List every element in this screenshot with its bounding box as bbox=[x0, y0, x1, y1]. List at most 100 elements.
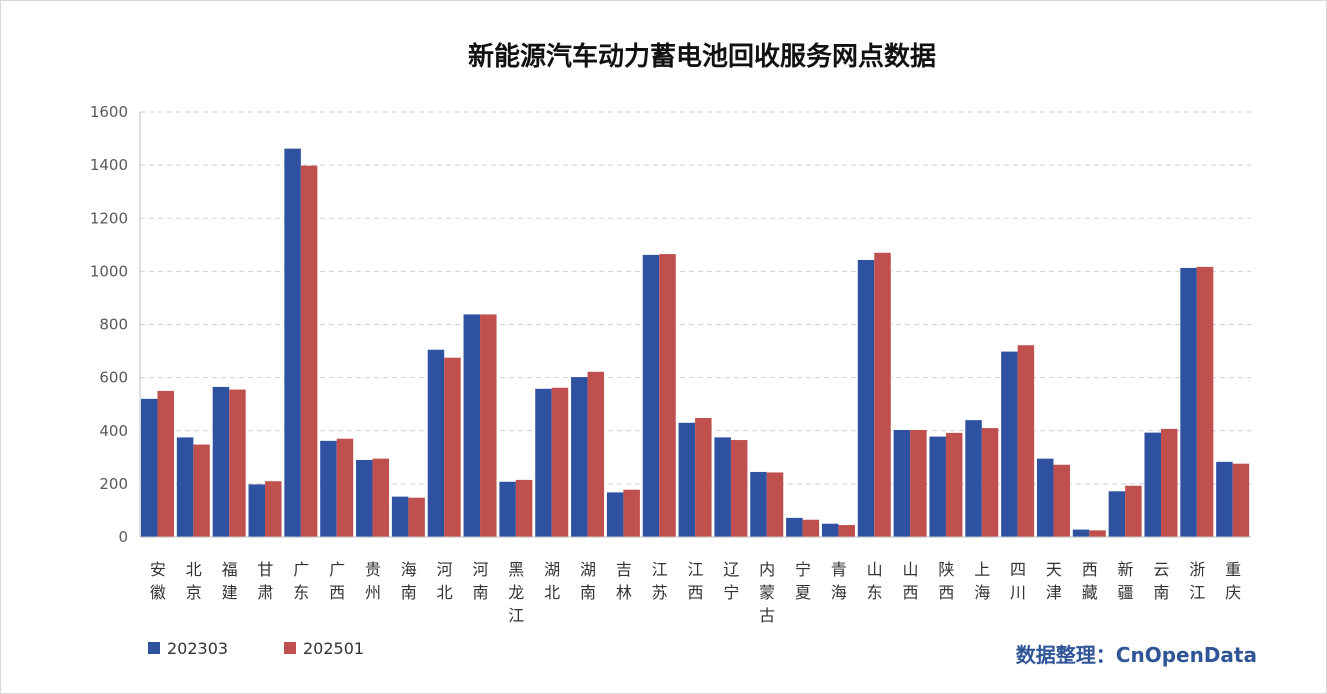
x-tick-label: 天津 bbox=[1046, 560, 1062, 602]
bar-202303-福建 bbox=[212, 386, 230, 537]
bar-202303-新疆 bbox=[1108, 491, 1126, 537]
data-credit: 数据整理：CnOpenData bbox=[1016, 643, 1257, 667]
bar-202303-吉林 bbox=[606, 492, 624, 537]
x-tick-label: 山西 bbox=[903, 560, 919, 602]
bar-202303-内蒙古 bbox=[750, 471, 767, 537]
bar-202303-河北 bbox=[427, 349, 445, 537]
bar-202501-河北 bbox=[444, 357, 461, 537]
bar-202501-江苏 bbox=[659, 254, 676, 537]
bar-202501-湖南 bbox=[587, 371, 605, 537]
bar-202501-新疆 bbox=[1125, 485, 1142, 537]
x-tick-label: 山东 bbox=[867, 560, 883, 602]
x-tick-label: 西藏 bbox=[1082, 560, 1098, 602]
bar-202303-广西 bbox=[320, 440, 337, 537]
bar-202303-湖北 bbox=[535, 388, 552, 537]
bar-202501-广西 bbox=[336, 438, 354, 537]
bar-202303-陕西 bbox=[929, 436, 946, 537]
x-tick-label: 江西 bbox=[687, 560, 703, 602]
bar-202303-江西 bbox=[678, 422, 696, 537]
x-tick-label: 广东 bbox=[293, 560, 309, 602]
y-tick-label: 1000 bbox=[90, 262, 128, 280]
bar-202303-甘肃 bbox=[248, 484, 266, 537]
legend-swatch-202501 bbox=[284, 642, 296, 654]
x-tick-label: 四川 bbox=[1010, 560, 1026, 602]
x-tick-label: 广西 bbox=[329, 560, 345, 602]
y-tick-label: 600 bbox=[99, 369, 128, 387]
bar-202303-青海 bbox=[821, 523, 839, 537]
bar-202501-黑龙江 bbox=[515, 479, 533, 537]
y-tick-label: 800 bbox=[99, 316, 128, 334]
legend-label-202501: 202501 bbox=[303, 639, 364, 658]
x-tick-label: 甘肃 bbox=[257, 560, 273, 602]
x-tick-label: 浙江 bbox=[1189, 560, 1205, 602]
x-tick-label: 黑龙江 bbox=[508, 560, 524, 625]
y-tick-label: 1200 bbox=[90, 209, 128, 227]
bar-202303-海南 bbox=[391, 496, 409, 537]
bar-202501-天津 bbox=[1053, 464, 1070, 537]
bar-202303-贵州 bbox=[356, 459, 373, 537]
bar-202303-四川 bbox=[1001, 351, 1018, 537]
x-tick-label: 云南 bbox=[1153, 560, 1169, 602]
y-tick-label: 400 bbox=[99, 422, 128, 440]
legend: 202303 202501 bbox=[148, 639, 364, 658]
bar-202501-陕西 bbox=[945, 432, 963, 537]
bar-202501-北京 bbox=[193, 444, 210, 537]
bar-202501-宁夏 bbox=[802, 519, 820, 537]
bar-202303-浙江 bbox=[1180, 267, 1197, 537]
bar-202303-天津 bbox=[1036, 458, 1054, 537]
bar-202303-上海 bbox=[965, 420, 982, 537]
bar-202501-河南 bbox=[480, 314, 497, 537]
bar-202303-湖南 bbox=[571, 377, 588, 537]
x-tick-label: 贵州 bbox=[365, 560, 381, 602]
x-tick-label: 宁夏 bbox=[795, 560, 811, 602]
bar-202501-山东 bbox=[874, 252, 891, 537]
x-tick-label: 江苏 bbox=[652, 560, 668, 602]
y-axis-ticks: 0 200 400 600 800 1000 1200 1400 1600 bbox=[90, 103, 128, 546]
bar-202303-云南 bbox=[1144, 432, 1161, 537]
legend-label-202303: 202303 bbox=[167, 639, 228, 658]
bar-202303-河南 bbox=[463, 314, 481, 537]
x-tick-label: 福建 bbox=[222, 560, 238, 602]
x-tick-label: 重庆 bbox=[1225, 560, 1241, 602]
bar-202303-广东 bbox=[284, 148, 301, 537]
legend-swatch-202303 bbox=[148, 642, 160, 654]
bar-202501-安徽 bbox=[157, 390, 174, 537]
chart-title: 新能源汽车动力蓄电池回收服务网点数据 bbox=[468, 41, 936, 72]
bar-202501-内蒙古 bbox=[766, 472, 784, 537]
bar-202501-甘肃 bbox=[265, 481, 282, 537]
y-tick-label: 1400 bbox=[90, 156, 128, 174]
x-tick-label: 新疆 bbox=[1118, 560, 1134, 602]
bar-202303-北京 bbox=[176, 437, 194, 537]
bar-202501-四川 bbox=[1017, 345, 1035, 537]
bars bbox=[141, 148, 1250, 537]
x-tick-label: 吉林 bbox=[616, 560, 632, 602]
bar-202501-江西 bbox=[695, 418, 712, 537]
bar-202303-安徽 bbox=[141, 398, 158, 537]
bar-202501-浙江 bbox=[1196, 266, 1214, 537]
bar-202501-湖北 bbox=[551, 387, 569, 537]
bar-202501-贵州 bbox=[372, 458, 390, 537]
x-tick-label: 海南 bbox=[401, 560, 417, 602]
bar-202501-海南 bbox=[408, 497, 425, 537]
bar-202501-吉林 bbox=[623, 489, 640, 537]
x-tick-label: 北京 bbox=[186, 560, 202, 602]
x-tick-label: 内蒙古 bbox=[759, 560, 775, 625]
bar-202303-辽宁 bbox=[714, 437, 731, 537]
x-tick-label: 上海 bbox=[974, 560, 990, 602]
bar-202303-山东 bbox=[857, 259, 875, 537]
bar-202501-青海 bbox=[838, 525, 855, 537]
bar-202501-西藏 bbox=[1089, 530, 1106, 537]
bar-202501-山西 bbox=[910, 429, 927, 537]
bar-202501-重庆 bbox=[1232, 463, 1250, 537]
x-tick-label: 河北 bbox=[437, 560, 453, 602]
bar-202303-宁夏 bbox=[786, 517, 803, 537]
y-tick-label: 200 bbox=[99, 475, 128, 493]
bar-202303-山西 bbox=[893, 429, 911, 537]
bar-202501-广东 bbox=[300, 165, 318, 537]
y-tick-label: 0 bbox=[118, 528, 128, 546]
y-tick-label: 1600 bbox=[90, 103, 128, 121]
bar-202303-西藏 bbox=[1072, 529, 1090, 537]
